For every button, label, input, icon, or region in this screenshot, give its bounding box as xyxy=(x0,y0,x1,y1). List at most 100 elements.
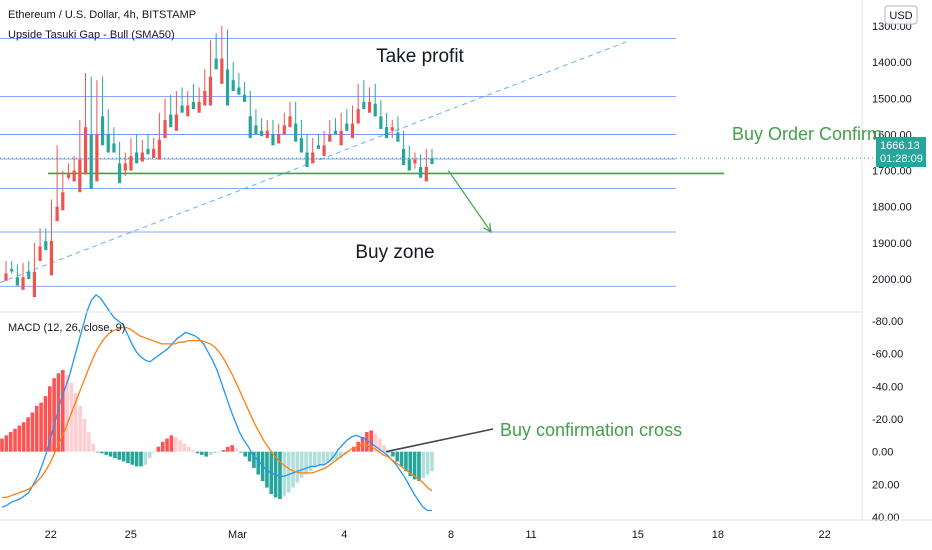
price-tick-label: 1700.00 xyxy=(872,166,912,178)
macd-histogram-bar xyxy=(282,451,287,496)
candle-body xyxy=(55,206,59,222)
candle-body xyxy=(237,87,241,95)
macd-histogram-bar xyxy=(408,451,413,477)
candle-body xyxy=(163,119,167,139)
macd-histogram-bar xyxy=(360,436,365,452)
candle-body xyxy=(288,116,292,128)
candle-body xyxy=(186,105,190,117)
price-tick-label: 1400.00 xyxy=(872,57,912,69)
macd-histogram-bar xyxy=(17,425,22,452)
macd-histogram-bar xyxy=(69,383,74,452)
macd-histogram-bar xyxy=(425,451,430,475)
candle-body xyxy=(282,125,286,135)
candle-body xyxy=(66,174,71,178)
macd-histogram-bar xyxy=(299,451,304,478)
time-tick-label: Mar xyxy=(228,529,247,541)
price-tick-label: 2000.00 xyxy=(872,274,912,286)
symbol-title: Ethereum / U.S. Dollar, 4h, BITSTAMP xyxy=(8,9,196,21)
macd-histogram-bar xyxy=(234,448,239,452)
macd-histogram-bar xyxy=(165,438,169,452)
time-tick-label: 22 xyxy=(45,529,57,541)
macd-histogram-bar xyxy=(386,451,391,453)
projection-arrow-head xyxy=(482,223,492,234)
macd-histogram-bar xyxy=(13,428,17,452)
macd-histogram-bar xyxy=(87,432,91,452)
macd-histogram-bar xyxy=(317,451,321,467)
macd-histogram-bar xyxy=(334,451,339,460)
candle-body xyxy=(27,271,31,279)
macd-histogram-bar xyxy=(52,378,56,452)
macd-histogram-bar xyxy=(126,451,130,464)
candle-body xyxy=(413,159,417,164)
currency-button[interactable]: USD xyxy=(884,5,918,25)
macd-tick-label: -60.00 xyxy=(872,349,903,361)
candle-body xyxy=(44,241,48,251)
macd-histogram-bar xyxy=(369,430,373,452)
price-levels-layer xyxy=(0,38,876,287)
time-tick-label: 4 xyxy=(341,529,347,541)
macd-histogram-bar xyxy=(191,450,195,452)
candle-body xyxy=(260,130,264,137)
price-tick-label: 1900.00 xyxy=(872,238,912,250)
candle-body xyxy=(32,271,36,298)
candle-body xyxy=(379,116,383,130)
candle-body xyxy=(265,130,269,139)
macd-histogram-bar xyxy=(47,386,52,452)
macd-histogram-bar xyxy=(0,438,4,452)
macd-histogram-bar xyxy=(217,451,221,453)
candle-body xyxy=(197,101,201,113)
macd-histogram-bar xyxy=(417,451,421,482)
macd-histogram-bar xyxy=(256,451,261,475)
last-price-value: 1666.13 xyxy=(880,140,920,152)
candle-body xyxy=(174,114,178,131)
macd-histogram-bar xyxy=(169,435,174,452)
macd-histogram-bar xyxy=(152,451,156,453)
candle-body xyxy=(402,148,406,166)
macd-histogram-bar xyxy=(252,451,256,468)
candle-body xyxy=(208,76,213,106)
candle-body xyxy=(180,105,184,113)
currency-button-box[interactable] xyxy=(884,5,918,25)
candle-body xyxy=(157,139,161,160)
candle-body xyxy=(123,163,127,171)
macd-histogram-bar xyxy=(30,412,35,452)
candle-body xyxy=(15,277,19,286)
time-tick-label: 15 xyxy=(632,529,644,541)
candle-body xyxy=(424,166,428,182)
macd-histogram-bar xyxy=(226,446,230,452)
macd-histogram-bar xyxy=(325,451,330,464)
macd-histogram-bar xyxy=(421,451,426,478)
candle-body xyxy=(95,134,99,182)
macd-histogram-bar xyxy=(8,432,13,452)
macd-histogram-bar xyxy=(4,435,9,452)
macd-histogram-bar xyxy=(391,451,395,457)
candle-body xyxy=(100,116,105,146)
candle-body xyxy=(271,134,275,146)
candle-body xyxy=(49,241,54,276)
candle-body xyxy=(61,192,65,211)
candle-body xyxy=(83,127,88,175)
time-tick-label: 22 xyxy=(819,529,831,541)
macd-histogram-bar xyxy=(221,450,226,452)
candle-body xyxy=(10,268,14,272)
candle-body xyxy=(152,148,156,158)
candle-body xyxy=(322,145,326,157)
macd-histogram-bar xyxy=(108,451,113,457)
macd-histogram-bar xyxy=(291,451,295,488)
candle-body xyxy=(140,152,144,162)
candle-body xyxy=(89,134,93,189)
candle-body xyxy=(345,123,349,131)
macd-histogram-bar xyxy=(347,451,352,453)
macd-histogram-bar xyxy=(143,451,148,465)
candles-layer xyxy=(4,26,434,298)
last-price-box xyxy=(876,137,926,167)
candle-body xyxy=(118,163,122,184)
currency-label[interactable]: USD xyxy=(889,10,912,22)
time-tick-label: 11 xyxy=(525,529,536,541)
macd-histogram-bar xyxy=(195,451,200,454)
macd-histogram-bar xyxy=(338,451,343,459)
candle-body xyxy=(38,246,42,261)
